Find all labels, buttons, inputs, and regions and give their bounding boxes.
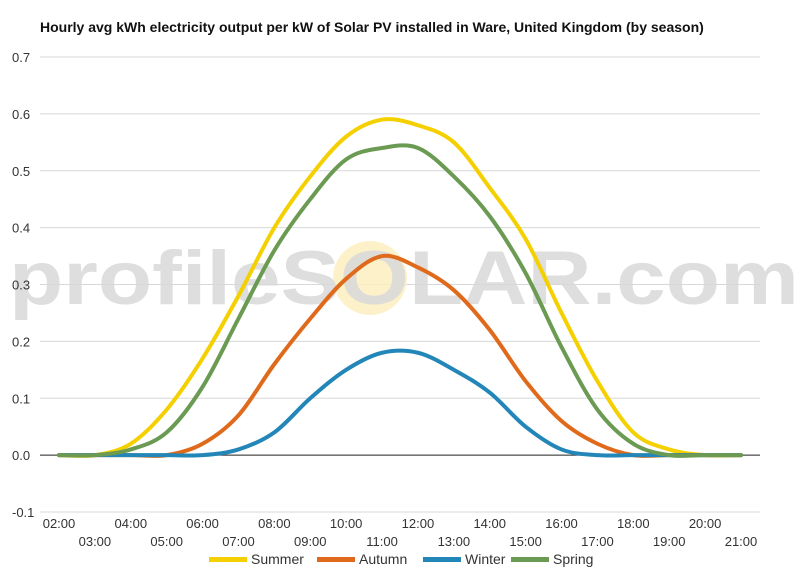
x-tick-label: 02:00 [43, 516, 76, 531]
x-tick-label: 14:00 [473, 516, 506, 531]
x-tick-label: 16:00 [545, 516, 578, 531]
y-tick-label: 0.5 [12, 164, 30, 179]
watermark-text: profileSOLAR.com [9, 236, 799, 321]
series-line-summer [57, 117, 743, 458]
y-tick-label: 0.2 [12, 334, 30, 349]
chart-title: Hourly avg kWh electricity output per kW… [40, 19, 704, 35]
x-tick-label: 04:00 [115, 516, 148, 531]
legend-swatch [423, 556, 461, 562]
series-line-spring [57, 143, 743, 458]
legend-swatch [317, 556, 355, 562]
y-tick-label: 0.7 [12, 50, 30, 65]
x-tick-label: 12:00 [402, 516, 435, 531]
x-tick-label: 18:00 [617, 516, 650, 531]
x-tick-label: 13:00 [438, 534, 471, 549]
series-line-winter [57, 348, 743, 458]
x-tick-label: 10:00 [330, 516, 363, 531]
x-tick-label: 19:00 [653, 534, 686, 549]
legend-label: Winter [465, 551, 506, 567]
x-tick-label: 15:00 [509, 534, 542, 549]
y-tick-label: 0.6 [12, 107, 30, 122]
y-tick-label: 0.0 [12, 448, 30, 463]
x-tick-label: 07:00 [222, 534, 255, 549]
legend-item-summer[interactable]: Summer [209, 549, 304, 569]
y-tick-label: -0.1 [12, 505, 34, 520]
legend-swatch [511, 556, 549, 562]
watermark-sun-icon [333, 241, 407, 315]
x-tick-label: 09:00 [294, 534, 327, 549]
x-tick-label: 21:00 [725, 534, 758, 549]
x-tick-label: 03:00 [79, 534, 112, 549]
y-tick-label: 0.4 [12, 221, 30, 236]
x-tick-label: 05:00 [150, 534, 183, 549]
y-tick-label: 0.1 [12, 391, 30, 406]
chart-legend: Summer Autumn Winter Spring [0, 549, 800, 569]
legend-item-autumn[interactable]: Autumn [317, 549, 407, 569]
x-tick-label: 17:00 [581, 534, 614, 549]
y-tick-label: 0.3 [12, 278, 30, 293]
legend-item-spring[interactable]: Spring [511, 549, 593, 569]
legend-label: Summer [251, 551, 304, 567]
x-tick-label: 11:00 [366, 534, 398, 549]
legend-item-winter[interactable]: Winter [423, 549, 505, 569]
legend-label: Autumn [359, 551, 408, 567]
x-tick-label: 06:00 [186, 516, 219, 531]
x-tick-label: 20:00 [689, 516, 722, 531]
legend-label: Spring [553, 551, 594, 567]
x-tick-label: 08:00 [258, 516, 291, 531]
legend-swatch [209, 556, 247, 562]
